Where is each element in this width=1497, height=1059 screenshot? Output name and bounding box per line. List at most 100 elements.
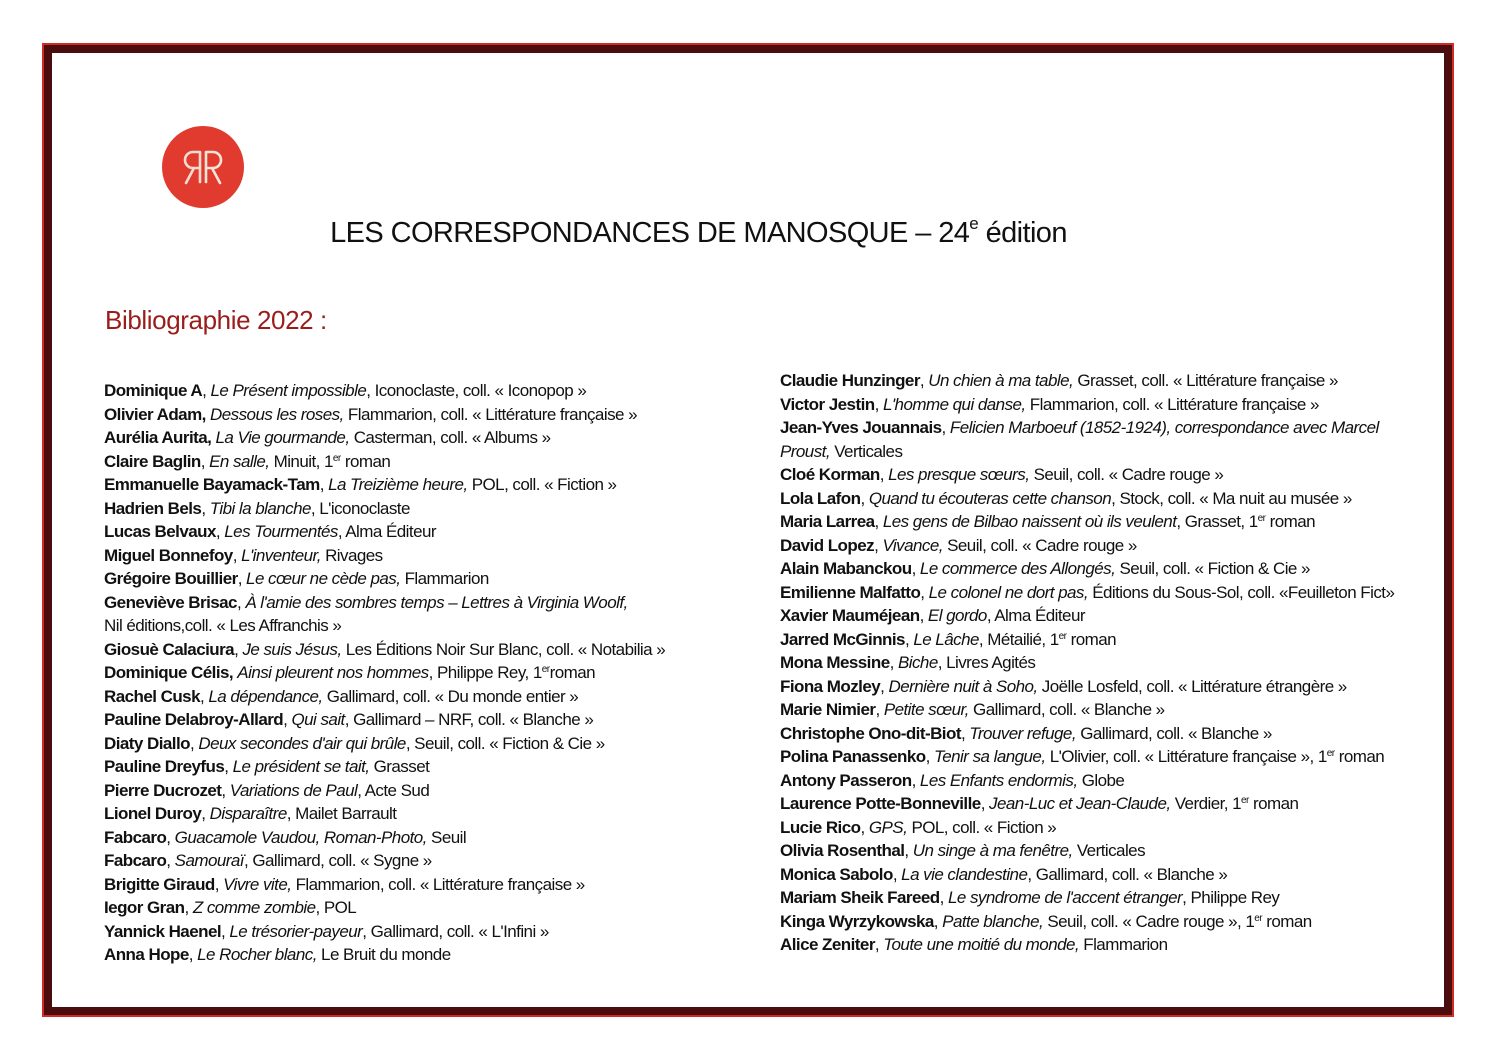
author-name: Lucas Belvaux [104,522,216,541]
publisher-info: , Seuil, coll. « Fiction & Cie » [405,733,605,753]
book-title: Les gens de Bilbao naissent où ils veule… [882,512,1177,531]
publisher-info: roman [1248,794,1299,813]
publisher-info: Verdier, 1 [1170,794,1242,813]
book-title: Variations de Paul [229,780,358,800]
bibliography-entry: Pierre Ducrozet, Variations de Paul, Act… [104,779,665,803]
publisher-info: , [200,451,210,471]
bibliography-entry: Olivia Rosenthal, Un singe à ma fenêtre,… [780,839,1394,863]
publisher-info: Joëlle Losfeld, coll. « Littérature étra… [1037,676,1347,696]
publisher-info: Nil éditions,coll. « Les Affranchis » [104,616,342,635]
author-name: Xavier Mauméjean [780,606,920,625]
author-name: Mona Messine [780,653,890,672]
author-name: Mariam Sheik Fareed [780,888,940,907]
book-title: Disparaître [209,804,288,823]
book-title: Ainsi pleurent nos hommes [237,663,429,682]
publisher-info: POL, coll. « Fiction » [467,475,617,494]
bibliography-entry: Aurélia Aurita, La Vie gourmande, Caster… [104,426,665,450]
bibliography-entry: Diaty Diallo, Deux secondes d'air qui br… [104,732,665,756]
author-name: Victor Jestin [780,394,875,414]
book-title: Le colonel ne dort pas, [928,582,1089,602]
publisher-info: , [880,676,889,696]
publisher-info: Flammarion, coll. « Littérature français… [291,874,586,894]
bibliography-entry: Yannick Haenel, Le trésorier-payeur, Gal… [104,920,665,944]
author-name: Dominique A [104,381,203,400]
author-name: Jean-Yves Jouannais [780,418,942,437]
bibliography-entry: Lucie Rico, GPS, POL, coll. « Fiction » [780,816,1394,840]
publisher-info: , [920,582,929,602]
ordinal-superscript: er [541,664,550,675]
bibliography-entry: Pauline Delabroy-Allard, Qui sait, Galli… [104,708,665,732]
book-title: Le Lâche [913,629,979,649]
book-title: Patte blanche, [942,911,1044,931]
author-name: Olivia Rosenthal [780,841,905,860]
publisher-info: , [980,794,990,813]
bibliography-entry: Monica Sabolo, La vie clandestine, Galli… [780,863,1394,887]
author-name: Alain Mabanckou [780,559,912,578]
author-name: Lionel Duroy [104,804,202,823]
book-title: El gordo [927,606,987,625]
publisher-info: , [860,817,869,837]
author-name: Claire Baglin [104,451,201,471]
publisher-info: , [933,911,943,931]
publisher-info: , [236,592,246,612]
bibliography-entry: Maria Larrea, Les gens de Bilbao naissen… [780,510,1394,534]
publisher-info: , [221,921,230,941]
bibliography-entry: Polina Panassenko, Tenir sa langue, L'Ol… [780,745,1394,769]
publisher-info: , [184,898,193,917]
publisher-info: L'Olivier, coll. « Littérature française… [1045,747,1328,766]
publisher-info: , [941,418,950,437]
bibliography-entry: Jarred McGinnis, Le Lâche, Métailié, 1er… [780,628,1394,652]
book-title: Qui sait [291,710,345,729]
publisher-info: , Stock, coll. « Ma nuit au musée » [1111,488,1352,508]
publisher-info: Verticales [1072,841,1146,860]
publisher-info: Flammarion [1079,935,1168,954]
publisher-info: , Gallimard, coll. « Sygne » [243,851,432,870]
publisher-info: Verticales [830,441,903,461]
publisher-info: , [224,757,233,776]
author-name: Grégoire Bouillier [104,569,238,588]
book-title: Trouver refuge, [969,723,1077,743]
book-title: Jean-Luc et Jean-Claude, [989,794,1171,813]
bibliography-entry: Olivier Adam, Dessous les roses, Flammar… [104,403,665,427]
author-name: Hadrien Bels [104,498,202,518]
author-name: Fiona Mozley [780,676,881,696]
book-title: L'inventeur, [241,545,321,565]
bibliography-entry: David Lopez, Vivance, Seuil, coll. « Cad… [780,534,1394,558]
author-name: Miguel Bonnefoy [104,545,233,565]
book-title: Le syndrome de l'accent étranger [947,888,1183,907]
book-title: Les Tourmentés [224,522,338,541]
rr-logo-icon [183,150,223,185]
author-name: Giosuè Calaciura [104,639,235,659]
author-name: Antony Passeron [780,770,912,790]
book-title: La Vie gourmande, [215,428,351,447]
book-title: Le commerce des Allongés, [919,559,1116,578]
book-title: Un chien à ma table, [928,371,1074,390]
book-title: L'homme qui danse, [882,394,1026,414]
book-title: La Treizième heure, [328,475,468,494]
title-end: édition [978,217,1068,249]
publisher-info: , [319,475,329,494]
publisher-info: , [188,945,198,964]
author-name: Pauline Dreyfus [104,757,225,776]
publisher-info: Le Bruit du monde [316,945,451,964]
book-title: Deux secondes d'air qui brûle [198,733,406,753]
author-name: Cloé Korman [780,465,880,484]
bibliography-entry: Cloé Korman, Les presque sœurs, Seuil, c… [780,463,1394,487]
publisher-info: , [201,804,210,823]
bibliography-entry: Lola Lafon, Quand tu écouteras cette cha… [780,487,1394,511]
bibliography-entry: Alice Zeniter, Toute une moitié du monde… [780,933,1394,957]
book-title: Quand tu écouteras cette chanson [868,488,1112,508]
book-title: Dernière nuit à Soho, [888,676,1039,696]
publisher-info: , [166,851,175,870]
publisher-info: Gallimard, coll. « Blanche » [1076,723,1272,743]
publisher-info: , Philippe Rey [1182,888,1280,907]
ordinal-superscript: er [1058,630,1067,642]
bibliography-entry: Marie Nimier, Petite sœur, Gallimard, co… [780,698,1394,722]
publisher-info: roman [1066,629,1117,649]
book-title: Le cœur ne cède pas, [246,569,401,588]
publisher-info: , Acte Sud [357,780,430,800]
publisher-info: , [904,841,913,860]
bibliography-entry: Miguel Bonnefoy, L'inventeur, Rivages [104,544,665,568]
bibliography-entry: Anna Hope, Le Rocher blanc, Le Bruit du … [104,943,665,967]
bibliography-entry: Grégoire Bouillier, Le cœur ne cède pas,… [104,567,665,591]
